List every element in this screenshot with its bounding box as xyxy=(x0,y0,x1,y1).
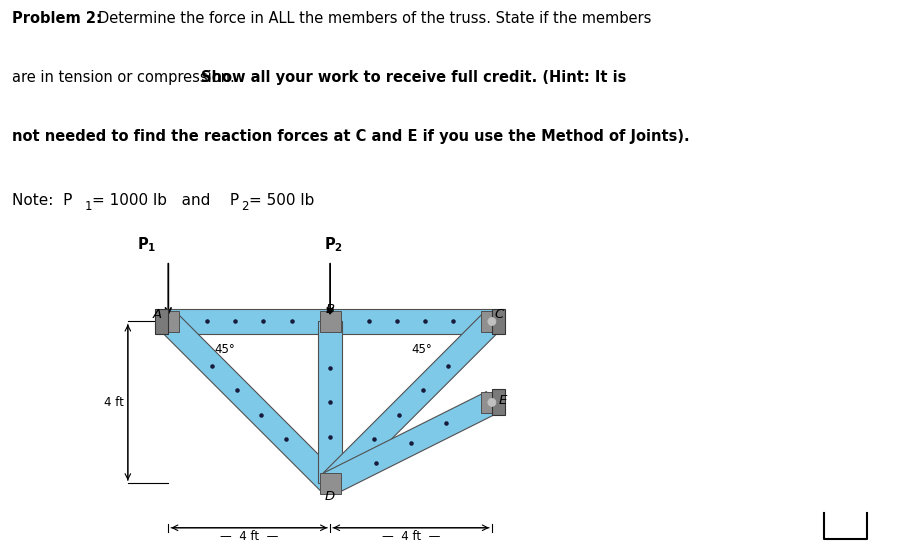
Bar xyxy=(482,392,503,413)
Text: 45°: 45° xyxy=(411,343,431,356)
Text: 2: 2 xyxy=(241,199,249,213)
Circle shape xyxy=(488,317,496,326)
Text: Determine the force in ALL the members of the truss. State if the members: Determine the force in ALL the members o… xyxy=(98,11,651,26)
Text: not needed to find the reaction forces at C and E if you use the Method of Joint: not needed to find the reaction forces a… xyxy=(12,129,689,144)
Text: Show all your work to receive full credit. (Hint: It is: Show all your work to receive full credi… xyxy=(201,70,626,85)
Polygon shape xyxy=(318,322,342,483)
Text: Note:  P: Note: P xyxy=(12,193,72,208)
Polygon shape xyxy=(324,391,497,494)
Bar xyxy=(320,311,341,332)
Text: E: E xyxy=(499,394,507,407)
Text: = 1000 lb   and    P: = 1000 lb and P xyxy=(92,193,239,208)
Text: C: C xyxy=(494,308,504,321)
Polygon shape xyxy=(322,313,501,492)
Text: 4 ft: 4 ft xyxy=(104,396,123,409)
Text: are in tension or compression.: are in tension or compression. xyxy=(12,70,235,85)
Polygon shape xyxy=(168,310,330,334)
Text: A: A xyxy=(153,308,162,321)
Text: D: D xyxy=(325,490,335,503)
Bar xyxy=(158,311,179,332)
Circle shape xyxy=(488,398,496,407)
Text: = 500 lb: = 500 lb xyxy=(249,193,314,208)
Text: —  4 ft  —: — 4 ft — xyxy=(382,530,441,543)
Bar xyxy=(492,390,505,415)
Text: $\mathbf{P_2}$: $\mathbf{P_2}$ xyxy=(324,235,343,254)
Text: 1: 1 xyxy=(85,199,92,213)
Bar xyxy=(320,473,341,494)
Text: B: B xyxy=(325,303,335,316)
Text: Problem 2:: Problem 2: xyxy=(12,11,101,26)
Bar xyxy=(155,309,168,334)
Text: $\mathbf{P_1}$: $\mathbf{P_1}$ xyxy=(137,235,156,254)
Bar xyxy=(482,311,503,332)
Bar xyxy=(492,309,505,334)
Text: —  4 ft  —: — 4 ft — xyxy=(220,530,279,543)
Polygon shape xyxy=(330,310,492,334)
Text: 45°: 45° xyxy=(215,343,236,356)
Polygon shape xyxy=(160,313,339,492)
